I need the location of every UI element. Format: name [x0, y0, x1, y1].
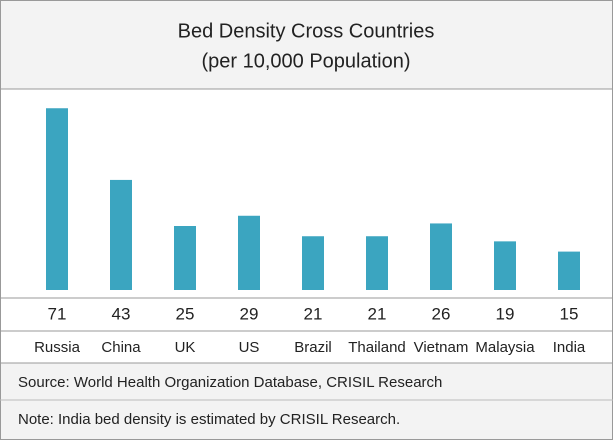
chart-title: Bed Density Cross Countries [178, 20, 435, 42]
value-label: 29 [240, 304, 259, 323]
bar [430, 223, 452, 290]
bar [366, 236, 388, 290]
value-label: 71 [48, 304, 67, 323]
value-label: 19 [496, 304, 515, 323]
category-label: Thailand [348, 339, 406, 356]
plot-area [1, 89, 612, 363]
category-label: Brazil [294, 339, 332, 356]
value-label: 21 [368, 304, 387, 323]
category-label: Malaysia [475, 339, 535, 356]
category-label: US [239, 339, 260, 356]
bar [494, 241, 516, 290]
note: Note: India bed density is estimated by … [18, 411, 400, 428]
category-label: UK [175, 339, 196, 356]
bar [110, 179, 132, 290]
bar [238, 215, 260, 290]
category-label: Russia [34, 339, 81, 356]
value-label: 21 [304, 304, 323, 323]
source: Source: World Health Organization Databa… [18, 374, 442, 391]
value-label: 15 [560, 304, 579, 323]
value-label: 26 [432, 304, 451, 323]
bar [46, 108, 68, 291]
bar [558, 251, 580, 290]
category-label: China [101, 339, 141, 356]
category-label: India [553, 339, 586, 356]
bar [174, 226, 196, 290]
category-label: Vietnam [414, 339, 469, 356]
bar [302, 236, 324, 290]
chart-subtitle: (per 10,000 Population) [201, 50, 410, 72]
value-label: 25 [176, 304, 195, 323]
value-label: 43 [112, 304, 131, 323]
